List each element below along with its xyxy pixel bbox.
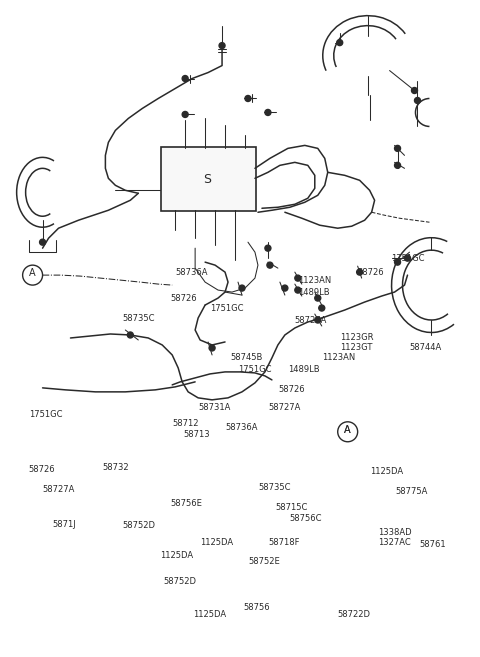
Text: A: A xyxy=(344,425,350,435)
Circle shape xyxy=(395,145,400,151)
Circle shape xyxy=(395,259,400,265)
Text: 58756: 58756 xyxy=(243,603,270,612)
Circle shape xyxy=(395,162,400,168)
Text: 58735C: 58735C xyxy=(258,483,290,492)
Circle shape xyxy=(265,245,271,251)
Circle shape xyxy=(295,275,301,281)
Text: 58752D: 58752D xyxy=(122,521,156,530)
Text: 58727A: 58727A xyxy=(268,403,300,413)
Text: 58726: 58726 xyxy=(278,386,304,394)
Text: 58727A: 58727A xyxy=(43,485,75,494)
Text: 58761: 58761 xyxy=(420,540,446,549)
Text: 58756C: 58756C xyxy=(290,514,323,523)
Circle shape xyxy=(295,287,301,293)
Text: 58736A: 58736A xyxy=(225,423,258,432)
Text: 1123AN: 1123AN xyxy=(322,353,355,363)
Text: 1751GC: 1751GC xyxy=(210,304,243,313)
Circle shape xyxy=(411,87,418,93)
Text: 1751GC: 1751GC xyxy=(238,365,272,374)
Text: A: A xyxy=(29,268,35,278)
Circle shape xyxy=(239,285,245,291)
Circle shape xyxy=(405,255,410,261)
Text: 1123GT: 1123GT xyxy=(340,344,372,352)
Circle shape xyxy=(182,76,188,81)
FancyBboxPatch shape xyxy=(161,147,256,212)
Text: 58712: 58712 xyxy=(172,419,199,428)
Text: 58745B: 58745B xyxy=(230,353,263,363)
Circle shape xyxy=(245,95,251,101)
Text: 1125DA: 1125DA xyxy=(160,551,193,560)
Text: 58732: 58732 xyxy=(102,463,129,472)
Text: 58735C: 58735C xyxy=(122,313,155,323)
Circle shape xyxy=(39,239,46,245)
Text: 58726: 58726 xyxy=(358,267,384,277)
Text: 58727A: 58727A xyxy=(295,315,327,325)
Text: 58722D: 58722D xyxy=(338,610,371,619)
Circle shape xyxy=(336,39,343,45)
Text: 1123GR: 1123GR xyxy=(340,334,373,342)
Text: 1489LB: 1489LB xyxy=(288,365,320,374)
Text: 58715C: 58715C xyxy=(275,503,307,512)
Text: 1489LB: 1489LB xyxy=(298,288,329,296)
Text: 1751GC: 1751GC xyxy=(392,254,425,263)
Circle shape xyxy=(219,43,225,49)
Text: 58713: 58713 xyxy=(183,430,210,440)
Text: 58736A: 58736A xyxy=(175,267,208,277)
Circle shape xyxy=(415,97,420,103)
Text: 1751GC: 1751GC xyxy=(29,411,62,419)
Text: 58718F: 58718F xyxy=(268,538,300,547)
Text: 58726: 58726 xyxy=(29,465,55,474)
Circle shape xyxy=(315,317,321,323)
Circle shape xyxy=(209,345,215,351)
Text: S: S xyxy=(203,173,211,186)
Circle shape xyxy=(315,295,321,301)
Circle shape xyxy=(357,269,363,275)
Circle shape xyxy=(267,262,273,268)
Text: 1123AN: 1123AN xyxy=(298,275,331,284)
Text: 1125DA: 1125DA xyxy=(193,610,226,619)
Text: 58744A: 58744A xyxy=(409,344,442,352)
Text: 58775A: 58775A xyxy=(396,487,428,496)
Text: 58756E: 58756E xyxy=(170,499,202,508)
Text: 1125DA: 1125DA xyxy=(370,467,403,476)
Text: 1338AD: 1338AD xyxy=(378,528,411,537)
Circle shape xyxy=(319,305,325,311)
Text: 58752E: 58752E xyxy=(248,557,280,566)
Circle shape xyxy=(127,332,133,338)
Circle shape xyxy=(182,112,188,118)
Text: 58731A: 58731A xyxy=(198,403,230,413)
Text: 58726: 58726 xyxy=(170,294,197,303)
Circle shape xyxy=(265,110,271,116)
Circle shape xyxy=(282,285,288,291)
Text: 5871J: 5871J xyxy=(52,520,76,529)
Text: A: A xyxy=(344,425,350,435)
Text: 1125DA: 1125DA xyxy=(200,538,233,547)
Text: 1327AC: 1327AC xyxy=(378,538,410,547)
Text: 58752D: 58752D xyxy=(163,577,196,586)
